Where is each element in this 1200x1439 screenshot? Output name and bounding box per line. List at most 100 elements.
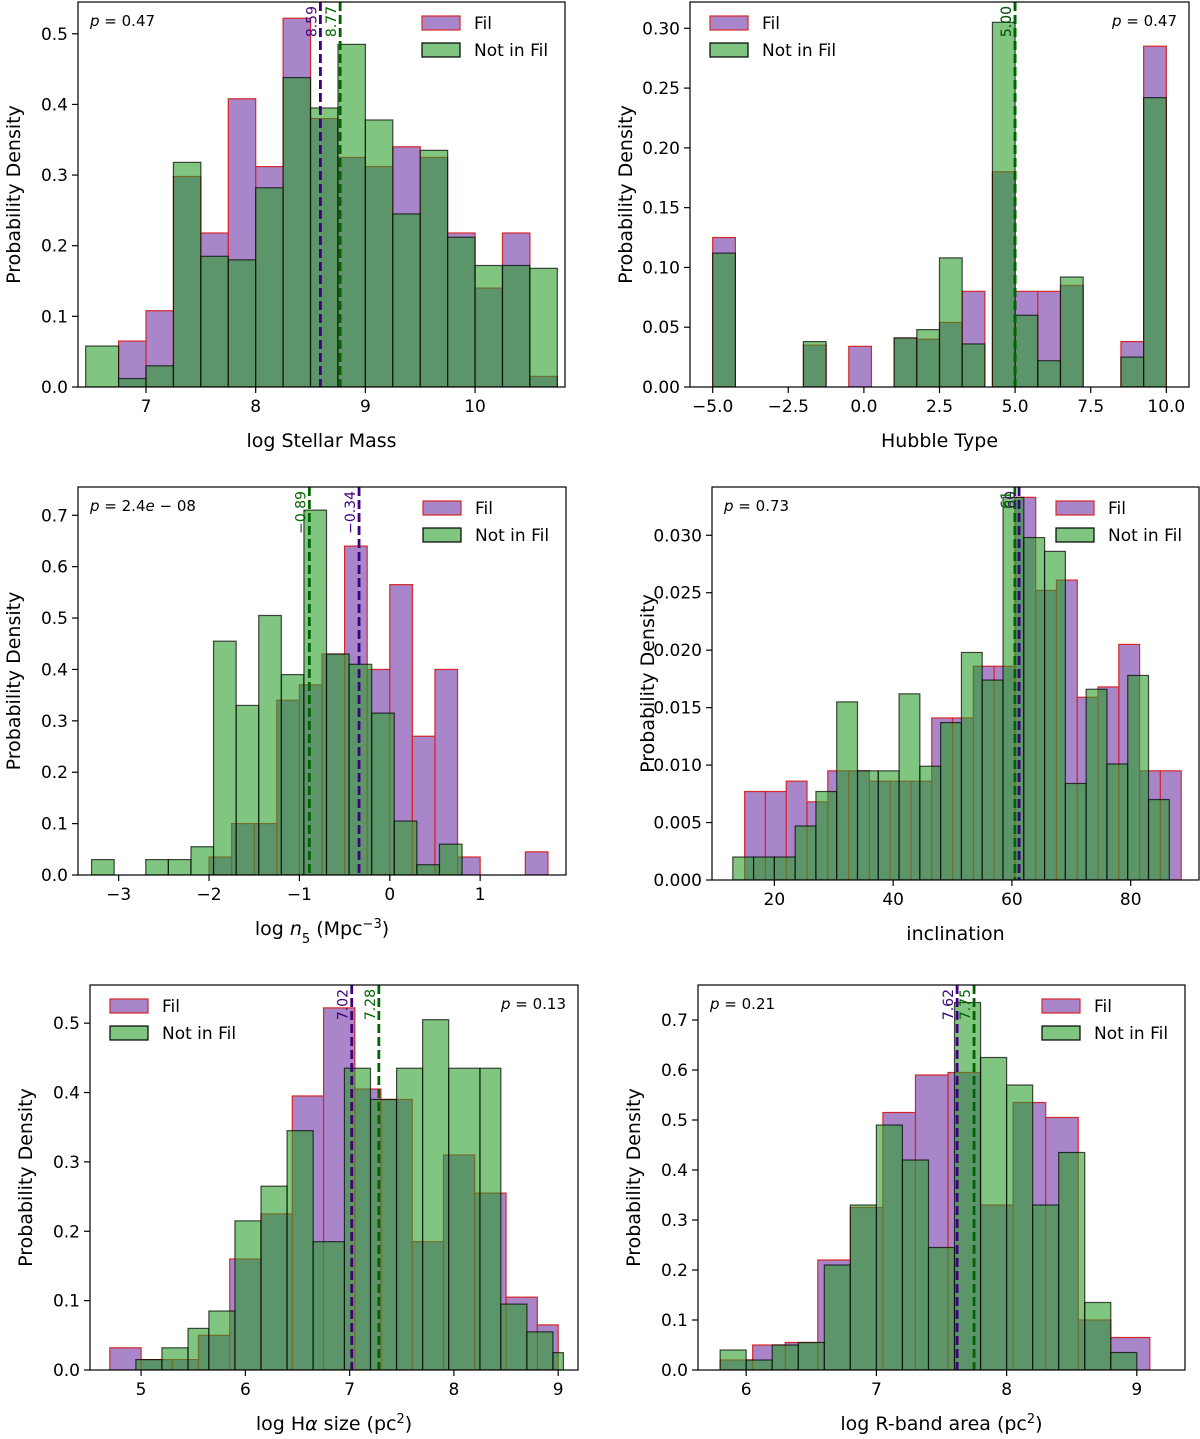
x-tick-label: 7 (344, 1380, 355, 1400)
x-tick-label: 5 (136, 1380, 147, 1400)
bar-not-in-fil (529, 267, 558, 387)
bar-not-in-fil (981, 679, 1004, 880)
bar-not-in-fil (282, 76, 312, 387)
bar-not-in-fil (1110, 1351, 1138, 1370)
y-tick-label: 0.4 (661, 1161, 688, 1181)
y-tick-label: 0.3 (53, 1153, 80, 1173)
y-tick-label: 0.1 (41, 307, 68, 327)
bar-not-in-fil (501, 264, 531, 387)
x-tick-label: 80 (1120, 890, 1142, 910)
bar-not-in-fil (773, 856, 796, 880)
bar-not-in-fil (752, 856, 775, 880)
y-tick-label: 0.1 (41, 815, 68, 835)
y-axis-label: Probability Density (3, 592, 25, 771)
legend-label-not-in-fil: Not in Fil (162, 1024, 236, 1044)
bar-not-in-fil (190, 846, 215, 875)
bar-not-in-fil (448, 1067, 481, 1370)
bar-not-in-fil (172, 161, 202, 387)
median-label: −0.34 (343, 491, 359, 534)
legend-swatch-fil (1041, 998, 1081, 1014)
bar-not-in-fil (260, 1185, 288, 1370)
y-tick-label: 0.4 (41, 660, 68, 680)
bar-not-in-fil (161, 1347, 189, 1370)
chart-panel-3: −0.34 −0.89 −3 −2 −1 0 1 0.0 0.1 0.2 0.3 0.4 0.5 0.6 0… (3, 486, 567, 947)
bar-not-in-fil (438, 843, 463, 875)
bar-not-in-fil (135, 1358, 163, 1370)
p-value-annotation: p = 0.13 (500, 995, 566, 1013)
bar-not-in-fil (1032, 1204, 1060, 1370)
median-label: 7.28 (363, 989, 379, 1020)
legend: Fil Not in Fil (709, 14, 836, 61)
bar-not-in-fil (797, 1341, 825, 1370)
axes-frame (89, 984, 579, 1371)
bar-not-in-fil (117, 377, 147, 387)
x-axis-label: inclination (906, 923, 1004, 945)
legend-swatch-not-in-fil (1041, 1025, 1081, 1041)
y-tick-label: 0.5 (53, 1014, 80, 1034)
median-label: 7.62 (941, 989, 957, 1020)
median-label: 7.02 (336, 989, 352, 1020)
x-tick-label: 7.5 (1077, 397, 1104, 417)
x-tick-label: 60 (1001, 890, 1023, 910)
x-axis-label: log Stellar Mass (246, 430, 396, 452)
legend-label-fil: Fil (1094, 997, 1112, 1017)
y-tick-label: 0.020 (653, 641, 702, 661)
legend-swatch-not-in-fil (421, 42, 461, 58)
bar-not-in-fil (1120, 356, 1145, 387)
y-tick-label: 0.15 (642, 199, 680, 219)
y-axis-label: Probability Density (615, 105, 637, 284)
chart-panel-6: 7.62 7.75 6 7 8 9 0.0 0.1 0.2 0.3 0.4 0.5 0.6 0.7 log … (623, 984, 1186, 1435)
y-tick-label: 0.10 (642, 258, 680, 278)
plot-area (90, 487, 549, 875)
bar-not-in-fil (901, 1159, 930, 1370)
bar-not-in-fil (823, 1264, 851, 1370)
x-axis-label: log n5 (Mpc−3) (255, 917, 389, 947)
x-tick-label: 5.0 (1002, 397, 1029, 417)
bar-not-in-fil (745, 1359, 773, 1370)
y-tick-label: 0.7 (661, 1011, 688, 1031)
y-tick-label: 0.5 (41, 25, 68, 45)
legend: Fil Not in Fil (421, 14, 548, 61)
x-tick-label: 9 (1131, 1380, 1142, 1400)
x-tick-label: 9 (360, 397, 371, 417)
x-tick-label: 0 (384, 885, 395, 905)
bar-not-in-fil (200, 255, 229, 387)
bar-not-in-fil (552, 1352, 565, 1370)
bar-not-in-fil (474, 264, 504, 387)
x-tick-label: −1 (287, 885, 312, 905)
y-tick-label: 0.3 (41, 712, 68, 732)
bar-not-in-fil (85, 345, 120, 387)
y-tick-label: 0.010 (653, 756, 702, 776)
x-tick-label: 2.5 (926, 397, 953, 417)
bar-not-in-fil (849, 1204, 877, 1370)
bar-not-in-fil (447, 236, 476, 387)
y-tick-label: 0.25 (642, 79, 680, 99)
y-tick-label: 0.00 (642, 378, 680, 398)
y-tick-label: 0.5 (41, 609, 68, 629)
bar-not-in-fil (1085, 688, 1108, 880)
bar-not-in-fil (286, 1130, 314, 1370)
y-tick-label: 0.0 (661, 1361, 688, 1381)
x-tick-label: 8 (1001, 1380, 1012, 1400)
bar-not-in-fil (235, 704, 260, 875)
legend-label-fil: Fil (474, 14, 492, 34)
bar-not-in-fil (187, 1327, 210, 1370)
y-tick-label: 0.000 (653, 871, 702, 891)
legend-label-fil: Fil (762, 14, 780, 34)
y-axis-label: Probability Density (15, 1088, 37, 1267)
legend: Fil Not in Fil (1055, 499, 1182, 546)
legend-label-not-in-fil: Not in Fil (762, 41, 836, 61)
bar-not-in-fil (90, 858, 115, 875)
legend-label-not-in-fil: Not in Fil (474, 41, 548, 61)
bar-not-in-fil (325, 653, 350, 875)
y-tick-label: 0.6 (41, 558, 68, 578)
legend-label-not-in-fil: Not in Fil (1094, 1024, 1168, 1044)
y-tick-label: 0.4 (53, 1084, 80, 1104)
legend-swatch-not-in-fil (109, 1025, 149, 1041)
plot-area (85, 2, 558, 387)
p-value-annotation: p = 0.73 (723, 497, 789, 515)
y-tick-label: 0.6 (661, 1061, 688, 1081)
bar-not-in-fil (1059, 276, 1084, 387)
x-tick-label: 0.0 (850, 397, 877, 417)
x-tick-label: 9 (553, 1380, 564, 1400)
